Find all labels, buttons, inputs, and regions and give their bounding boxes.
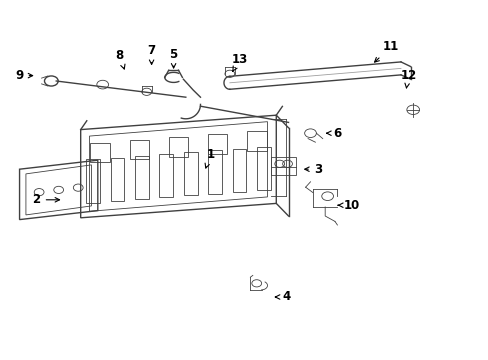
Text: 3: 3 bbox=[304, 163, 321, 176]
Text: 2: 2 bbox=[33, 193, 60, 206]
Text: 12: 12 bbox=[399, 69, 416, 88]
Text: 9: 9 bbox=[16, 69, 33, 82]
Text: 7: 7 bbox=[147, 44, 155, 64]
Text: 5: 5 bbox=[169, 48, 177, 68]
Text: 1: 1 bbox=[204, 148, 214, 168]
Text: 10: 10 bbox=[338, 199, 360, 212]
Text: 6: 6 bbox=[326, 127, 341, 140]
Text: 13: 13 bbox=[231, 53, 247, 71]
Text: 8: 8 bbox=[116, 49, 125, 69]
Text: 4: 4 bbox=[275, 291, 289, 303]
Text: 11: 11 bbox=[374, 40, 399, 62]
